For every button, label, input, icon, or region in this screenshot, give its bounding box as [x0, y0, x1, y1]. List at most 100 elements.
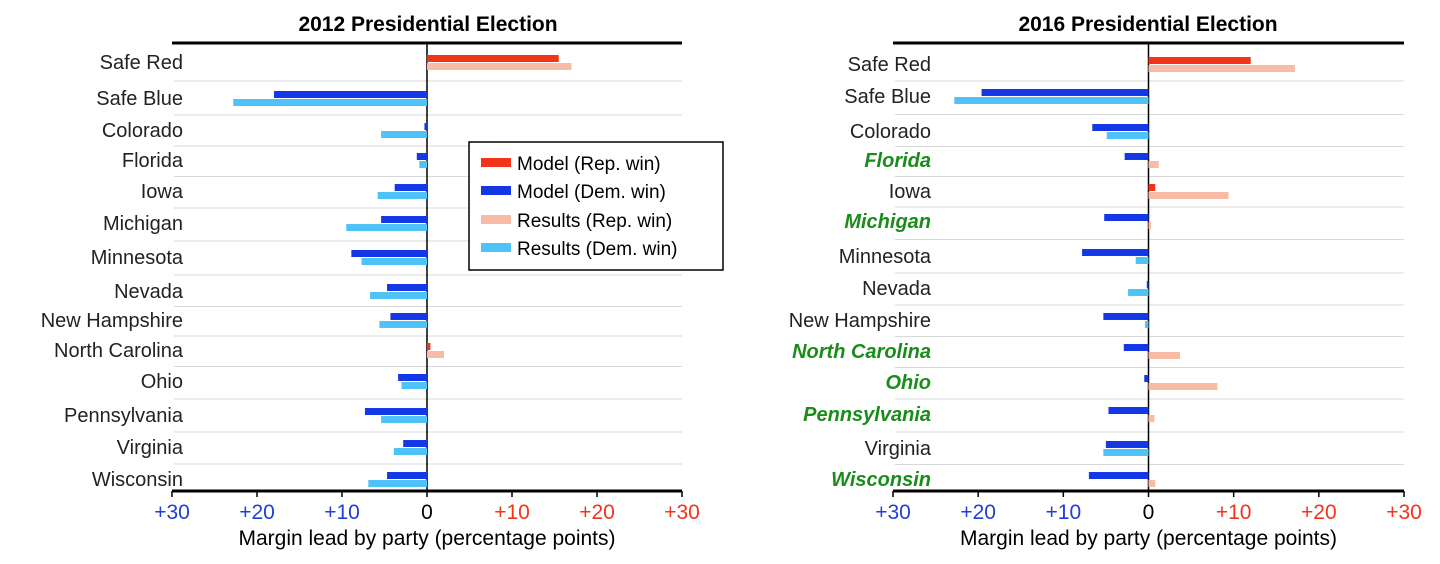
category-label-safe-blue: Safe Blue [844, 86, 931, 108]
legend-box [468, 141, 724, 271]
bar-results-pennsylvania [1148, 415, 1155, 422]
bar-model-colorado [1092, 124, 1149, 131]
bar-model-pennsylvania [364, 408, 427, 415]
x-tick-label: +30 [664, 501, 700, 524]
category-label-new-hampshire: New Hampshire [41, 310, 183, 332]
bar-results-iowa [1148, 192, 1229, 199]
category-label-michigan: Michigan [103, 213, 183, 235]
category-label-safe-blue: Safe Blue [96, 88, 183, 110]
legend-label-results-dem: Results (Dem. win) [517, 239, 677, 260]
bar-model-nevada [1146, 281, 1149, 288]
bar-model-ohio [398, 374, 427, 381]
legend-swatch-model-rep [481, 158, 511, 167]
bar-results-new-hampshire [1145, 321, 1149, 328]
bar-results-virginia [393, 448, 427, 455]
bar-model-iowa [394, 184, 427, 191]
bar-model-virginia [403, 440, 427, 447]
bar-results-michigan [346, 224, 427, 231]
bar-results-florida [419, 161, 427, 168]
bar-model-colorado [424, 123, 427, 130]
category-label-nevada: Nevada [862, 278, 932, 300]
panel-2016: 2016 Presidential Election Safe Red Safe B… [789, 13, 1422, 550]
bar-results-colorado [1106, 132, 1149, 139]
category-label-iowa: Iowa [889, 181, 932, 203]
x-tick-label: +20 [239, 501, 275, 524]
category-label-pennsylvania: Pennsylvania [64, 405, 184, 427]
category-label-minnesota: Minnesota [839, 246, 932, 268]
bar-results-pennsylvania [381, 416, 427, 423]
bar-model-florida [416, 153, 427, 160]
bar-model-wisconsin [387, 472, 427, 479]
x-tick-label: +30 [1386, 501, 1422, 524]
bar-results-safe-red [1148, 65, 1295, 72]
bar-results-florida [1148, 161, 1159, 168]
bar-model-minnesota [1082, 249, 1149, 256]
bar-results-colorado [381, 131, 427, 138]
legend-label-model-rep: Model (Rep. win) [517, 154, 661, 175]
legend-label-results-rep: Results (Rep. win) [517, 211, 672, 232]
bar-model-safe-red [1148, 57, 1251, 64]
bar-results-wisconsin [368, 480, 427, 487]
x-tick-label: 0 [421, 501, 433, 524]
x-tick-label: +30 [875, 501, 911, 524]
bar-results-virginia [1103, 449, 1149, 456]
bar-model-safe-red [427, 55, 559, 62]
bar-model-north-carolina [427, 343, 431, 350]
category-label-north-carolina: North Carolina [792, 341, 931, 363]
x-tick-label: +10 [494, 501, 530, 524]
x-tick-label: +20 [579, 501, 615, 524]
legend-swatch-results-dem [481, 243, 511, 252]
bar-model-nevada [387, 284, 427, 291]
category-label-iowa: Iowa [141, 181, 184, 203]
legend-label-model-dem: Model (Dem. win) [517, 182, 666, 203]
chart-title: 2012 Presidential Election [298, 13, 557, 36]
category-label-north-carolina: North Carolina [54, 340, 184, 362]
bar-model-safe-blue [274, 91, 427, 98]
category-label-florida: Florida [122, 150, 184, 172]
category-label-wisconsin: Wisconsin [831, 469, 931, 491]
legend-swatch-model-dem [481, 186, 511, 195]
category-label-colorado: Colorado [850, 121, 931, 143]
chart-title: 2016 Presidential Election [1018, 13, 1277, 36]
x-tick-label: +10 [324, 501, 360, 524]
category-label-minnesota: Minnesota [91, 247, 184, 269]
legend: Model (Rep. win) Model (Dem. win) Results … [468, 141, 724, 271]
bar-model-minnesota [351, 250, 427, 257]
bar-model-michigan [381, 216, 427, 223]
category-label-michigan: Michigan [844, 211, 931, 233]
category-label-pennsylvania: Pennsylvania [803, 404, 931, 426]
bar-results-nevada [1128, 289, 1149, 296]
x-tick-label: 0 [1143, 501, 1155, 524]
bar-model-new-hampshire [390, 313, 427, 320]
x-tick-label: +30 [154, 501, 190, 524]
bar-results-new-hampshire [379, 321, 427, 328]
x-tick-label: +20 [1301, 501, 1337, 524]
category-label-new-hampshire: New Hampshire [789, 310, 931, 332]
category-label-nevada: Nevada [114, 281, 184, 303]
category-label-virginia: Virginia [117, 437, 184, 459]
bar-results-ohio [1148, 383, 1218, 390]
bar-results-minnesota [1135, 257, 1149, 264]
category-label-safe-red: Safe Red [848, 54, 931, 76]
bar-results-michigan [1148, 222, 1152, 229]
legend-swatch-results-rep [481, 215, 511, 224]
bar-model-north-carolina [1123, 344, 1149, 351]
bar-model-florida [1124, 153, 1149, 160]
bar-results-minnesota [361, 258, 427, 265]
x-tick-label: +10 [1216, 501, 1252, 524]
bar-results-nevada [370, 292, 427, 299]
bar-model-safe-blue [981, 89, 1149, 96]
bar-model-michigan [1104, 214, 1149, 221]
bar-model-virginia [1105, 441, 1149, 448]
category-label-ohio: Ohio [141, 371, 183, 393]
bar-results-ohio [401, 382, 427, 389]
bar-model-iowa [1148, 184, 1156, 191]
x-axis-label: Margin lead by party (percentage points) [960, 527, 1337, 550]
bar-model-ohio [1144, 375, 1149, 382]
category-label-colorado: Colorado [102, 120, 183, 142]
bar-results-safe-red [427, 63, 572, 70]
x-tick-label: +10 [1046, 501, 1082, 524]
category-label-florida: Florida [864, 150, 931, 172]
category-label-safe-red: Safe Red [100, 52, 183, 74]
